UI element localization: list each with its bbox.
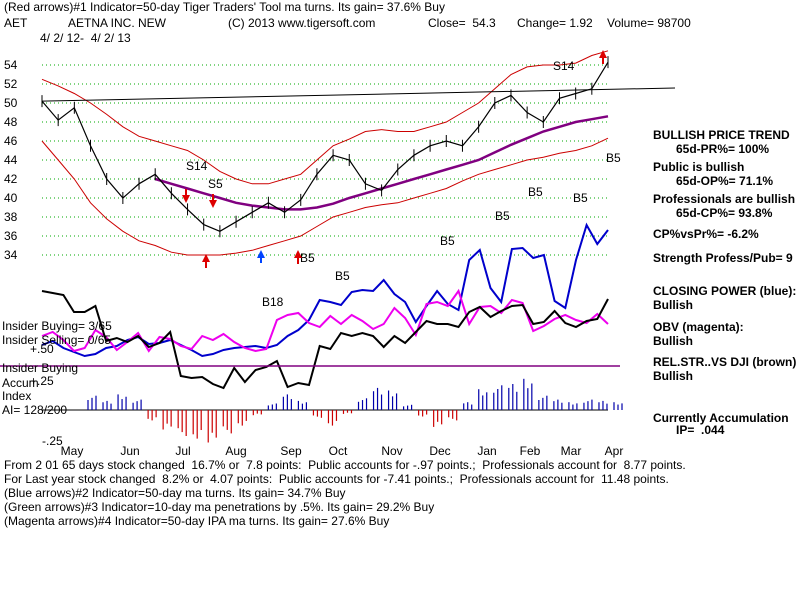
accumulation-histogram [42, 378, 623, 443]
relstr-label: REL.STR..VS DJI (brown) [653, 355, 797, 369]
y-tick-54: 54 [4, 58, 18, 72]
y-tick-50: 50 [4, 96, 18, 110]
signal-label-10: B18 [262, 295, 284, 309]
cp-vs-pr: CP%vsPr%= -6.2% [653, 227, 759, 241]
footer-year-summary: For Last year stock changed 8.2% or 4.07… [4, 472, 669, 486]
signal-label-3: B5 [335, 269, 350, 283]
trend-title: BULLISH PRICE TREND [653, 128, 790, 142]
x-label-jun: Jun [120, 444, 139, 458]
y-tick-40: 40 [4, 191, 18, 205]
signal-label-4: B5 [440, 234, 455, 248]
y-tick-48: 48 [4, 115, 18, 129]
x-label-nov: Nov [381, 444, 402, 458]
signal-label-6: B5 [528, 185, 543, 199]
insider-buying-count: Insider Buying= 3/65 [2, 319, 112, 333]
x-label-aug: Aug [225, 444, 246, 458]
red-arrow-3 [294, 250, 302, 258]
x-label-oct: Oct [329, 444, 348, 458]
obv-value: Bullish [653, 334, 694, 348]
public-status: Public is bullish [653, 160, 745, 174]
price-gridlines [42, 64, 608, 256]
professionals-status: Professionals are bullish [653, 192, 796, 206]
signal-label-9: B5 [300, 251, 315, 265]
signal-label-0: S14 [186, 159, 208, 173]
blue-arrow [257, 250, 265, 258]
y-tick-42: 42 [4, 172, 18, 186]
op-pct: 65d-OP%= 71.1% [676, 174, 774, 188]
y-tick-44: 44 [4, 153, 18, 167]
x-label-may: May [61, 444, 84, 458]
red-arrow-1 [209, 200, 217, 208]
insider-buying-label: Insider Buying [2, 361, 79, 375]
x-label-mar: Mar [561, 444, 582, 458]
y-tick-36: 36 [4, 229, 18, 243]
change-value: Change= 1.92 [517, 16, 593, 30]
resistance-line [41, 87, 676, 102]
index-label: Index [2, 389, 32, 403]
y-tick-38: 38 [4, 210, 18, 224]
minus-25-label: -.25 [42, 434, 63, 448]
volume-value: Volume= 98700 [607, 16, 691, 30]
x-label-sep: Sep [280, 444, 302, 458]
strength-ratio: Strength Profess/Pub= 9 [653, 251, 793, 265]
red-arrow-4 [599, 50, 607, 58]
accum-label: Accum [2, 376, 39, 390]
signal-label-5: B5 [495, 209, 510, 223]
bollinger-bands [41, 50, 676, 256]
relstr-line [41, 290, 609, 390]
plus-50-label: +.50 [30, 342, 54, 356]
accumulation-status: Currently Accumulation [653, 411, 789, 425]
signal-label-8: B5 [606, 151, 621, 165]
x-label-jan: Jan [477, 444, 496, 458]
series-upper_band [41, 50, 609, 185]
footer-65day-summary: From 2 01 65 days stock changed 16.7% or… [4, 458, 686, 472]
signal-label-7: B5 [573, 191, 588, 205]
ip-value: IP= .044 [676, 423, 725, 437]
plus-25-label: +.25 [30, 374, 54, 388]
date-range: 4/ 2/ 12- 4/ 2/ 13 [40, 31, 131, 45]
cp-pct: 65d-CP%= 93.8% [676, 206, 773, 220]
y-tick-34: 34 [4, 248, 18, 262]
red-arrow-2 [202, 254, 210, 262]
insider-selling-count: Insider Selling= 0/65 [2, 333, 112, 347]
x-label-jul: Jul [175, 444, 190, 458]
accum-index-value: AI= 128/200 [2, 403, 68, 417]
y-axis-tick-labels: 34 36 38 40 42 44 46 48 50 52 54 [4, 58, 18, 262]
relstr-value: Bullish [653, 369, 694, 383]
x-label-dec: Dec [429, 444, 450, 458]
closing-power-line [41, 222, 609, 358]
indicator-1-legend: (Red arrows)#1 Indicator=50-day Tiger Tr… [4, 0, 445, 14]
x-label-feb: Feb [520, 444, 541, 458]
x-axis-month-labels: May Jun Jul Aug Sep Oct Nov Dec Jan Feb Mar Apr [61, 444, 624, 458]
indicator-3-legend: (Green arrows)#3 Indicator=10-day ma pen… [4, 500, 435, 514]
obv-label: OBV (magenta): [653, 320, 744, 334]
obv-line [41, 288, 609, 353]
close-value: Close= 54.3 [428, 16, 496, 30]
copyright: (C) 2013 www.tigersoft.com [228, 16, 376, 30]
indicator-lines [0, 222, 620, 390]
pr-pct: 65d-PR%= 100% [676, 142, 770, 156]
series-price [41, 61, 609, 232]
closing-power-value: Bullish [653, 298, 694, 312]
closing-power-label: CLOSING POWER (blue): [653, 284, 797, 298]
series-lower_band [41, 137, 609, 256]
indicator-4-legend: (Magenta arrows)#4 Indicator=50-day IPA … [4, 514, 390, 528]
ticker-symbol: AET [4, 16, 28, 30]
company-name: AETNA INC. NEW [68, 16, 167, 30]
indicator-2-legend: (Blue arrows)#2 Indicator=50-day ma turn… [4, 486, 346, 500]
signal-label-1: S5 [208, 177, 223, 191]
y-tick-46: 46 [4, 134, 18, 148]
x-label-apr: Apr [605, 444, 624, 458]
signal-label-2: S14 [553, 59, 575, 73]
price-bars [41, 56, 609, 238]
y-tick-52: 52 [4, 77, 18, 91]
red-arrow-0 [182, 195, 190, 203]
